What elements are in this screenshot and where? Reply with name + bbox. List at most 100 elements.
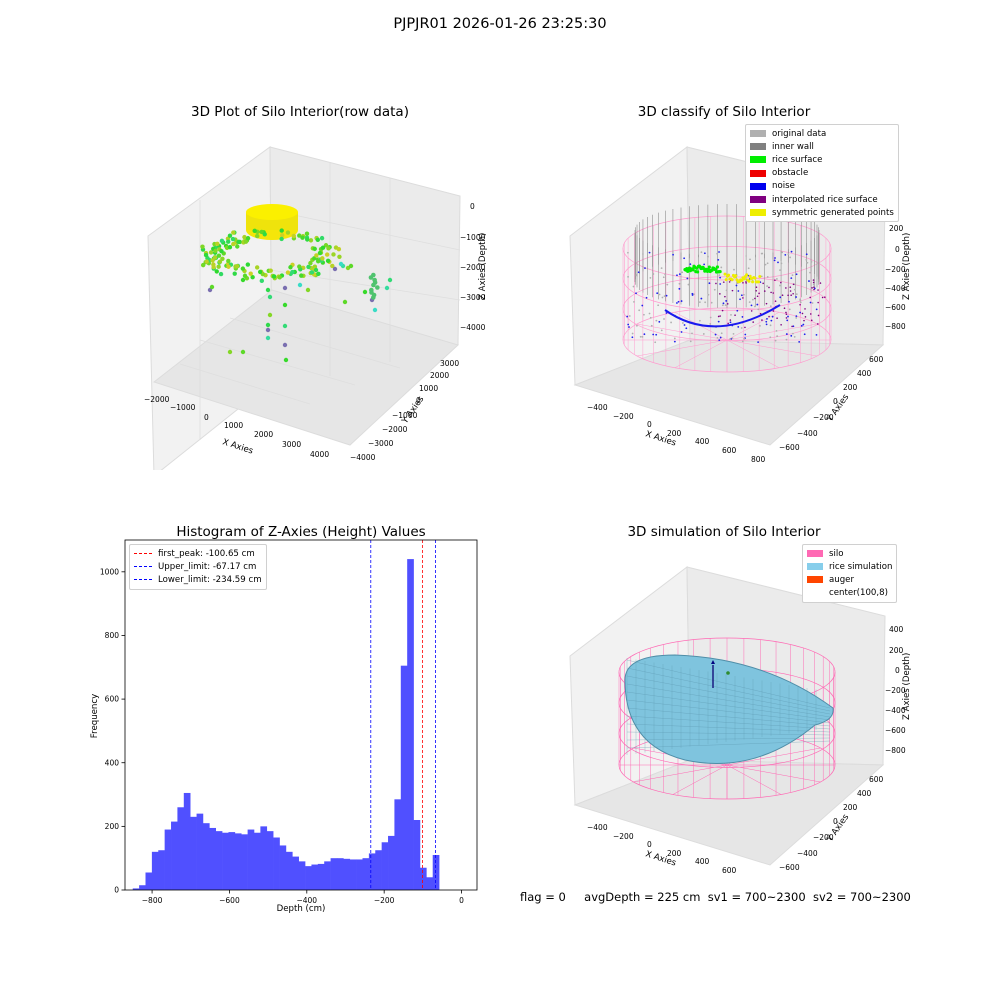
legend-label: center(100,8) bbox=[829, 588, 888, 599]
x-tick-label: −400 bbox=[296, 896, 317, 905]
y-tick-label: −400 bbox=[797, 429, 818, 438]
x-tick-label: 3000 bbox=[282, 440, 301, 449]
y-tick-label: −200 bbox=[813, 413, 834, 422]
z-tick-label: −3000 bbox=[460, 293, 486, 302]
x-tick-label: 0 bbox=[647, 840, 652, 849]
legend-swatch bbox=[750, 169, 766, 177]
y-tick-label: 600 bbox=[869, 775, 884, 784]
histogram-bar bbox=[394, 799, 402, 890]
legend-label: first_peak: -100.65 cm bbox=[158, 548, 255, 559]
z-tick-label: −1000 bbox=[460, 233, 486, 242]
histogram-bar bbox=[139, 885, 146, 890]
histogram-bar bbox=[419, 867, 427, 890]
simulation-z-tick-labels: 400 200 0 −200 −400 −600 −800 bbox=[885, 625, 906, 755]
x-tick-label: 200 bbox=[667, 849, 682, 858]
histogram-bar bbox=[273, 837, 280, 890]
histogram-y-axis-label: Frequency bbox=[90, 694, 100, 738]
histogram-bar bbox=[426, 877, 434, 890]
legend-item: rice surface bbox=[750, 153, 894, 166]
histogram-bar bbox=[241, 834, 248, 890]
histogram-bar bbox=[336, 858, 344, 890]
y-tick-label: 2000 bbox=[430, 371, 449, 380]
legend-item: interpolated rice surface bbox=[750, 193, 894, 206]
histogram-bar bbox=[196, 813, 204, 890]
x-tick-label: 600 bbox=[722, 446, 737, 455]
simulation-3d-plot: −400 −200 0 200 400 600 X Axies −600 −40… bbox=[569, 566, 912, 875]
x-tick-label: 4000 bbox=[310, 450, 329, 459]
raw-gridlines bbox=[179, 162, 461, 440]
raw-y-tick-labels: −4000 −3000 −2000 −1000 0 1000 2000 3000 bbox=[350, 359, 459, 462]
x-tick-label: 0 bbox=[204, 413, 209, 422]
legend-swatch bbox=[750, 156, 766, 164]
histogram-bar bbox=[368, 853, 376, 890]
classify-y-tick-labels: −600 −400 −200 0 200 400 600 bbox=[779, 355, 884, 452]
histogram-y-ticks: 0 200 400 600 800 1000 bbox=[100, 567, 125, 895]
x-tick-label: −600 bbox=[219, 896, 240, 905]
z-tick-label: −400 bbox=[885, 706, 906, 715]
classify-z-axis-label: Z Axies (Depth) bbox=[902, 233, 912, 300]
legend-item: center(100,8) bbox=[807, 587, 892, 600]
histogram-bars bbox=[132, 559, 440, 890]
x-tick-label: 1000 bbox=[224, 421, 243, 430]
raw-plot-title: 3D Plot of Silo Interior(row data) bbox=[191, 104, 409, 120]
histogram-bar bbox=[400, 665, 408, 890]
z-tick-label: −800 bbox=[885, 322, 906, 331]
histogram-bar bbox=[381, 842, 389, 890]
legend-label: original data bbox=[772, 128, 827, 139]
classify-plot-title: 3D classify of Silo Interior bbox=[637, 104, 811, 120]
legend-label: inner wall bbox=[772, 141, 814, 152]
simulation-silo-wireframe bbox=[618, 637, 836, 800]
histogram-bar bbox=[151, 851, 159, 890]
y-tick-label: 800 bbox=[105, 631, 120, 640]
legend-item: auger bbox=[807, 573, 892, 586]
y-tick-label: 400 bbox=[105, 758, 120, 767]
raw-data-points bbox=[200, 204, 393, 363]
legend-swatch bbox=[807, 563, 823, 571]
raw-x-tick-labels: −2000 −1000 0 1000 2000 3000 4000 bbox=[144, 395, 329, 459]
y-tick-label: 400 bbox=[857, 369, 872, 378]
y-tick-label: 3000 bbox=[440, 359, 459, 368]
x-tick-label: 2000 bbox=[254, 430, 273, 439]
z-tick-label: 400 bbox=[889, 625, 904, 634]
histogram-bar bbox=[132, 888, 140, 890]
histogram-bar bbox=[317, 863, 325, 890]
y-tick-label: −4000 bbox=[350, 453, 376, 462]
histogram-x-axis-label: Depth (cm) bbox=[277, 904, 326, 914]
x-tick-label: −1000 bbox=[170, 403, 196, 412]
y-tick-label: −600 bbox=[779, 863, 800, 872]
histogram-bar bbox=[343, 858, 351, 890]
legend-label: rice simulation bbox=[829, 561, 893, 572]
z-tick-label: −800 bbox=[885, 746, 906, 755]
histogram-bar bbox=[279, 845, 287, 890]
classify-y-axis-label: Y Axies bbox=[825, 392, 852, 424]
histogram-bar bbox=[311, 864, 319, 890]
histogram-bar bbox=[298, 861, 306, 890]
x-tick-label: 400 bbox=[695, 857, 710, 866]
simulation-x-tick-labels: −400 −200 0 200 400 600 bbox=[587, 823, 737, 875]
y-tick-label: −1000 bbox=[392, 411, 418, 420]
simulation-z-axis-label: Z Axies (Depth) bbox=[902, 653, 912, 720]
z-tick-label: 200 bbox=[889, 224, 904, 233]
histogram-bar bbox=[228, 832, 236, 890]
legend-label: auger bbox=[829, 574, 854, 585]
histogram-frame bbox=[124, 539, 478, 891]
histogram-bar bbox=[413, 820, 421, 890]
z-tick-label: 0 bbox=[470, 202, 475, 211]
avg-depth-text: avgDepth = 225 cm bbox=[584, 890, 701, 904]
histogram-bar bbox=[222, 832, 229, 890]
raw-3d-plot: −2000 −1000 0 1000 2000 3000 4000 X Axie… bbox=[144, 146, 488, 470]
legend-swatch bbox=[750, 130, 766, 138]
y-tick-label: 0 bbox=[114, 886, 119, 895]
y-tick-label: −3000 bbox=[368, 439, 394, 448]
legend-line-swatch bbox=[134, 579, 152, 581]
legend-swatch bbox=[750, 209, 766, 217]
x-tick-label: −200 bbox=[613, 832, 634, 841]
x-tick-label: 200 bbox=[667, 429, 682, 438]
y-tick-label: 1000 bbox=[419, 384, 438, 393]
legend-item: obstacle bbox=[750, 167, 894, 180]
histogram-bar bbox=[324, 861, 331, 890]
histogram-title: Histogram of Z-Axies (Height) Values bbox=[176, 524, 426, 540]
histogram-bar bbox=[330, 858, 338, 890]
legend-line-swatch bbox=[134, 566, 152, 568]
raw-axes-panes bbox=[147, 146, 461, 470]
